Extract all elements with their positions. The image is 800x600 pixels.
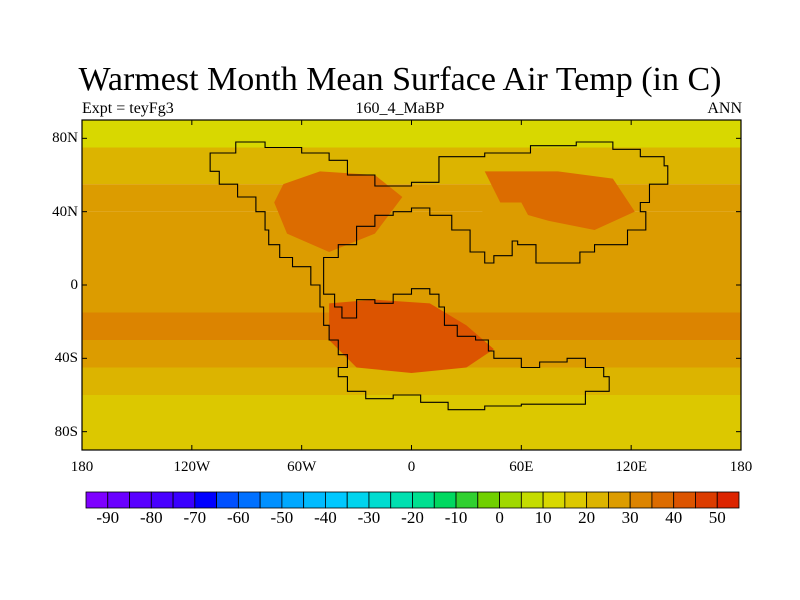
lat-label: 80N <box>52 130 78 146</box>
lat-label: 0 <box>71 277 79 293</box>
colorbar-swatch-8 <box>260 492 282 508</box>
colorbar-swatch-12 <box>347 492 369 508</box>
colorbar-swatch-28 <box>695 492 717 508</box>
colorbar-swatch-3 <box>151 492 173 508</box>
colorbar-label: 10 <box>523 510 563 526</box>
colorbar-label: -70 <box>175 510 215 526</box>
colorbar-swatch-27 <box>674 492 696 508</box>
colorbar-swatch-19 <box>500 492 522 508</box>
lon-label: 180 <box>52 459 112 475</box>
colorbar-swatch-16 <box>434 492 456 508</box>
colorbar-swatch-5 <box>195 492 217 508</box>
lon-label: 120E <box>601 459 661 475</box>
colorbar-swatch-11 <box>325 492 347 508</box>
lat-label: 80S <box>55 424 78 440</box>
field-band-1 <box>82 148 741 185</box>
colorbar-swatch-4 <box>173 492 195 508</box>
colorbar-swatch-20 <box>521 492 543 508</box>
field-band-7 <box>82 395 741 450</box>
lat-label: 40S <box>55 350 78 366</box>
colorbar-label: -80 <box>131 510 171 526</box>
colorbar-swatch-0 <box>86 492 108 508</box>
colorbar-label: 20 <box>567 510 607 526</box>
colorbar-swatch-14 <box>391 492 413 508</box>
colorbar <box>86 492 739 508</box>
colorbar-swatch-13 <box>369 492 391 508</box>
colorbar-swatch-24 <box>608 492 630 508</box>
lon-label: 120W <box>162 459 222 475</box>
colorbar-label: -10 <box>436 510 476 526</box>
colorbar-label: 0 <box>480 510 520 526</box>
colorbar-label: 40 <box>654 510 694 526</box>
colorbar-swatch-18 <box>478 492 500 508</box>
colorbar-swatch-22 <box>565 492 587 508</box>
colorbar-swatch-17 <box>456 492 478 508</box>
colorbar-swatch-9 <box>282 492 304 508</box>
colorbar-label: -60 <box>218 510 258 526</box>
colorbar-label: -20 <box>393 510 433 526</box>
temperature-field <box>82 120 741 450</box>
colorbar-swatch-10 <box>304 492 326 508</box>
lon-label: 60W <box>272 459 332 475</box>
colorbar-label: -50 <box>262 510 302 526</box>
colorbar-label: -30 <box>349 510 389 526</box>
colorbar-swatch-15 <box>413 492 435 508</box>
colorbar-swatch-26 <box>652 492 674 508</box>
colorbar-label: -90 <box>88 510 128 526</box>
colorbar-label: -40 <box>305 510 345 526</box>
colorbar-swatch-21 <box>543 492 565 508</box>
colorbar-swatch-1 <box>108 492 130 508</box>
colorbar-swatch-2 <box>130 492 152 508</box>
lon-label: 0 <box>382 459 442 475</box>
colorbar-label: 50 <box>697 510 737 526</box>
lat-label: 40N <box>52 204 78 220</box>
colorbar-swatch-6 <box>217 492 239 508</box>
colorbar-swatch-29 <box>717 492 739 508</box>
colorbar-swatch-7 <box>238 492 260 508</box>
colorbar-label: 30 <box>610 510 650 526</box>
field-band-3 <box>82 212 741 313</box>
colorbar-swatch-23 <box>587 492 609 508</box>
colorbar-swatch-25 <box>630 492 652 508</box>
lon-label: 60E <box>491 459 551 475</box>
lon-label: 180 <box>711 459 771 475</box>
